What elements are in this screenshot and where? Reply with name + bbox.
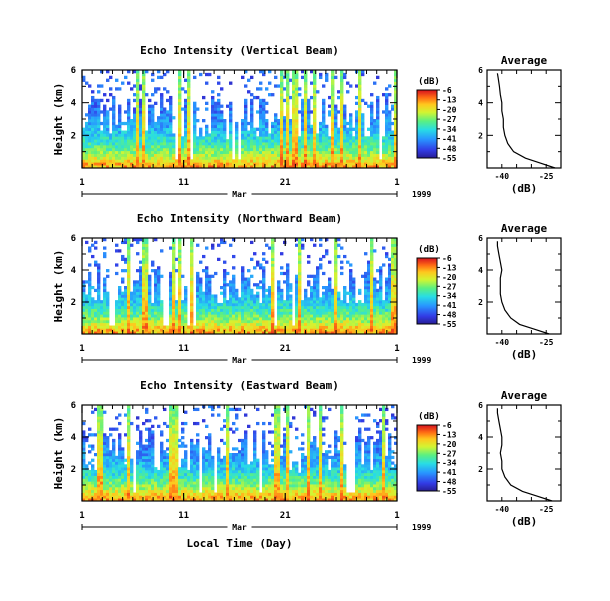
y-tick-label: 2 (71, 131, 76, 141)
colorbar-tick-label: -48 (442, 144, 457, 153)
y-axis-label: Height (km) (52, 417, 65, 490)
x-tick-label: 21 (280, 344, 291, 354)
average-y-tick-label: 2 (478, 298, 483, 307)
average-y-tick-label: 2 (478, 465, 483, 474)
average-x-tick-label: -25 (539, 505, 554, 514)
x-tick-label: 11 (178, 344, 189, 354)
average-y-tick-label: 4 (478, 433, 483, 442)
x-tick-label: 1 (79, 511, 84, 521)
x-tick-label: 1 (394, 344, 399, 354)
colorbar-label: (dB) (418, 412, 440, 422)
average-y-tick-label: 6 (478, 234, 483, 243)
average-x-label: (dB) (511, 348, 538, 361)
colorbar-tick-label: -27 (442, 449, 457, 458)
average-profile-line (496, 241, 550, 335)
panel-0: Echo Intensity (Vertical Beam)1 11 21 1246H… (52, 44, 562, 199)
y-axis-label: Height (km) (52, 83, 65, 156)
y-tick-label: 4 (71, 99, 77, 109)
average-y-tick-label: 2 (478, 131, 483, 140)
y-tick-label: 6 (71, 234, 76, 244)
month-label: Mar (232, 356, 247, 365)
y-tick-label: 6 (71, 66, 76, 76)
colorbar-label: (dB) (418, 77, 440, 87)
heatmap-cells (82, 238, 398, 335)
x-tick-label: 21 (280, 178, 291, 188)
average-title: Average (501, 222, 548, 235)
panel-1: Echo Intensity (Northward Beam)1 11 21 1246… (52, 212, 562, 365)
average-y-tick-label: 4 (478, 99, 483, 108)
x-tick-label: 1 (394, 178, 399, 188)
colorbar-label: (dB) (418, 245, 440, 255)
colorbar-tick-label: -6 (442, 254, 452, 263)
y-tick-label: 4 (71, 433, 77, 443)
year-label: 1999 (412, 523, 431, 532)
colorbar-tick-label: -20 (442, 273, 457, 282)
y-tick-label: 4 (71, 266, 77, 276)
average-profile: Average 2 4 6 -40 -25(dB) (478, 222, 562, 361)
colorbar-tick-label: -48 (442, 311, 457, 320)
colorbar (416, 424, 438, 492)
average-profile-line (496, 408, 553, 502)
x-tick-label: 1 (394, 511, 399, 521)
x-tick-label: 11 (178, 178, 189, 188)
x-tick-label: 1 (79, 178, 84, 188)
average-x-tick-label: -25 (539, 338, 554, 347)
colorbar-tick-label: -41 (442, 301, 457, 310)
y-tick-label: 2 (71, 465, 76, 475)
average-title: Average (501, 54, 548, 67)
colorbar-tick-label: -48 (442, 478, 457, 487)
colorbar-tick-label: -20 (442, 440, 457, 449)
x-axis-label: Local Time (Day) (187, 537, 293, 550)
average-profile: Average 2 4 6 -40 -25(dB) (478, 54, 562, 195)
average-x-tick-label: -40 (495, 338, 510, 347)
average-y-tick-label: 4 (478, 266, 483, 275)
panel-title: Echo Intensity (Vertical Beam) (140, 44, 339, 57)
year-label: 1999 (412, 356, 431, 365)
month-label: Mar (232, 190, 247, 199)
colorbar-tick-label: -27 (442, 115, 457, 124)
colorbar-tick-label: -13 (442, 430, 457, 439)
colorbar-tick-label: -34 (442, 125, 457, 134)
average-x-label: (dB) (511, 515, 538, 528)
heatmap-cells (82, 70, 398, 169)
panel-title: Echo Intensity (Northward Beam) (137, 212, 342, 225)
colorbar-tick-label: -13 (442, 263, 457, 272)
colorbar-tick-label: -41 (442, 468, 457, 477)
average-y-tick-label: 6 (478, 401, 483, 410)
x-tick-label: 21 (280, 511, 291, 521)
heatmap-cells (82, 405, 398, 502)
colorbar (416, 257, 438, 325)
month-label: Mar (232, 523, 247, 532)
y-axis-label: Height (km) (52, 250, 65, 323)
average-x-label: (dB) (511, 182, 538, 195)
colorbar-tick-label: -41 (442, 135, 457, 144)
average-x-tick-label: -25 (539, 172, 554, 181)
y-tick-label: 2 (71, 298, 76, 308)
panel-2: Echo Intensity (Eastward Beam)1 11 21 1246H… (52, 379, 562, 550)
average-x-tick-label: -40 (495, 505, 510, 514)
average-title: Average (501, 389, 548, 402)
colorbar-tick-label: -55 (442, 154, 457, 163)
colorbar (416, 89, 438, 159)
panel-title: Echo Intensity (Eastward Beam) (140, 379, 339, 392)
colorbar-tick-label: -55 (442, 487, 457, 496)
y-tick-label: 6 (71, 401, 76, 411)
average-x-tick-label: -40 (495, 172, 510, 181)
colorbar-tick-label: -27 (442, 282, 457, 291)
average-y-tick-label: 6 (478, 66, 483, 75)
colorbar-tick-label: -13 (442, 96, 457, 105)
year-label: 1999 (412, 190, 431, 199)
colorbar-tick-label: -6 (442, 421, 452, 430)
colorbar-tick-label: -34 (442, 459, 457, 468)
x-tick-label: 1 (79, 344, 84, 354)
average-profile: Average 2 4 6 -40 -25(dB) (478, 389, 562, 528)
colorbar-tick-label: -55 (442, 320, 457, 329)
average-profile-line (496, 73, 556, 169)
colorbar-tick-label: -20 (442, 105, 457, 114)
colorbar-tick-label: -6 (442, 86, 452, 95)
colorbar-tick-label: -34 (442, 292, 457, 301)
x-tick-label: 11 (178, 511, 189, 521)
average-frame (486, 69, 562, 169)
